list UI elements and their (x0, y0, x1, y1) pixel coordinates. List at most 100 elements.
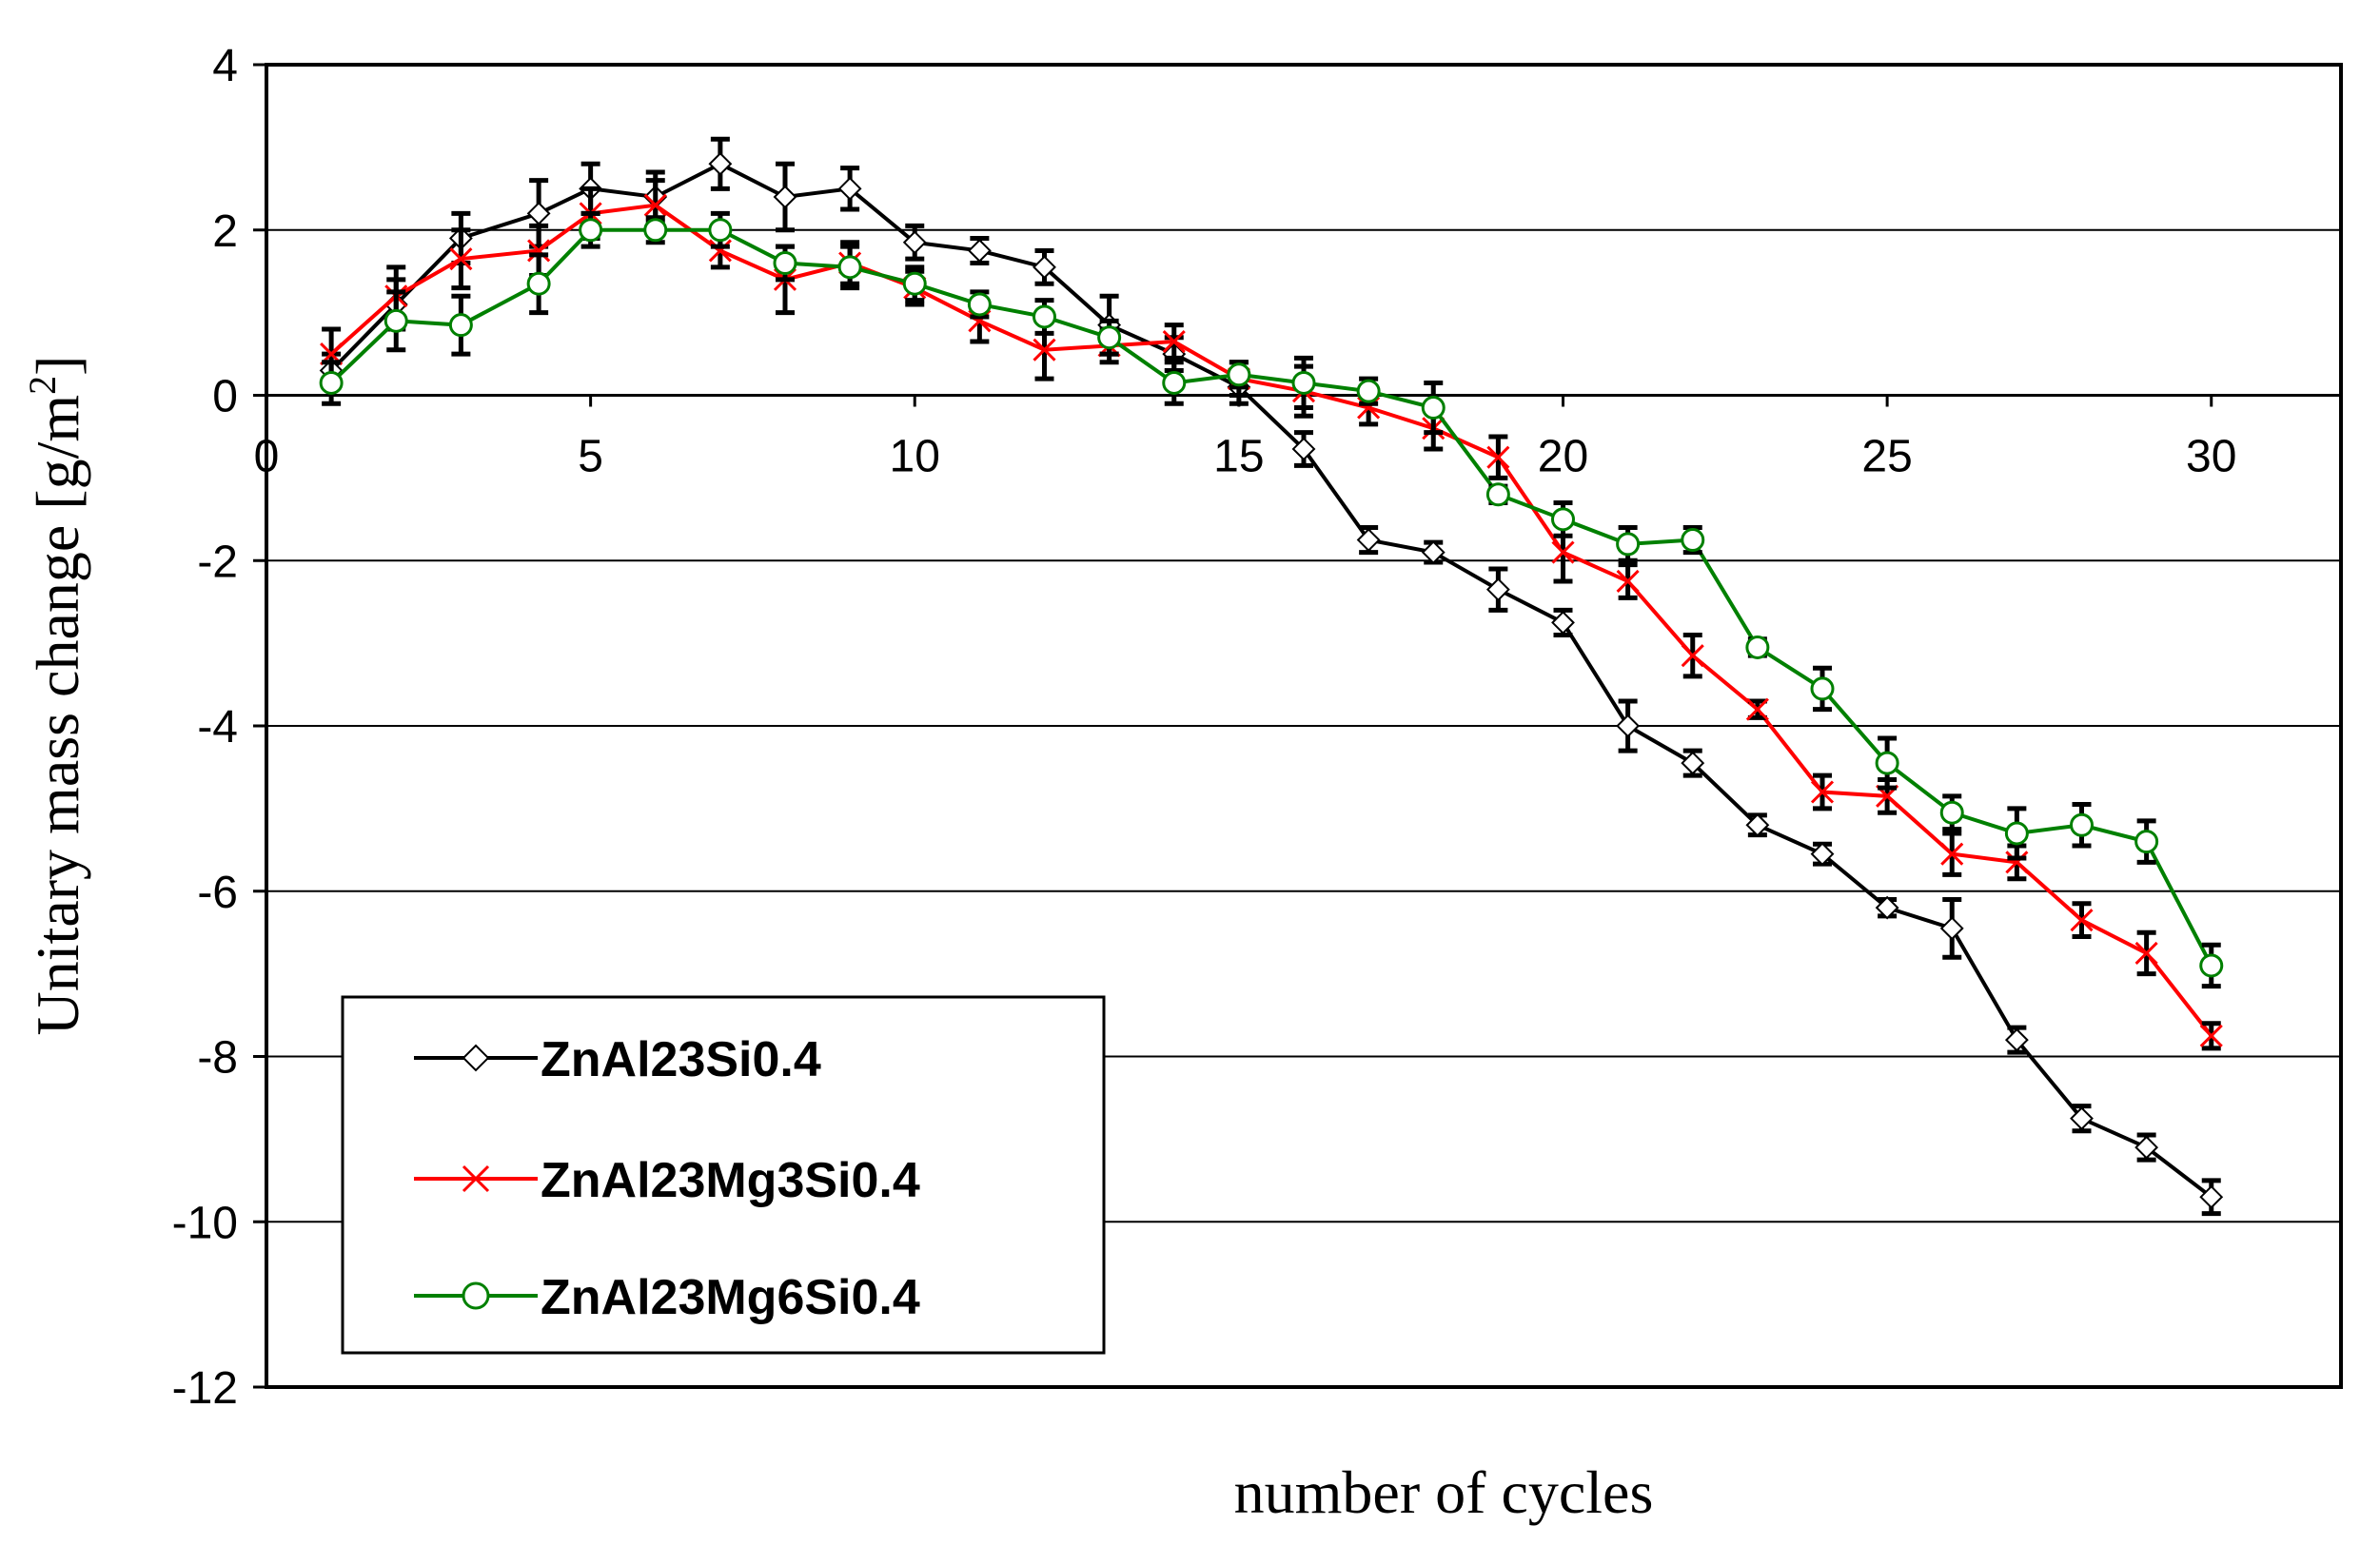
data-point (1616, 714, 1641, 738)
y-tick-label: -12 (172, 1363, 238, 1414)
data-point (1421, 396, 1446, 420)
x-tick-label: 15 (1213, 432, 1264, 482)
data-point (1745, 635, 1770, 659)
data-point (1033, 255, 1056, 280)
data-point (449, 247, 473, 271)
data-point (1681, 528, 1705, 553)
x-axis-title: number of cycles (1234, 1458, 1654, 1526)
data-point (2004, 821, 2029, 846)
data-point (837, 176, 862, 201)
legend-label: ZnAl23Si0.4 (541, 1032, 821, 1087)
data-point (1291, 437, 1316, 461)
data-point (2134, 941, 2158, 965)
data-point (773, 185, 797, 209)
legend-marker (462, 1281, 490, 1310)
x-tick-label: 25 (1861, 432, 1912, 482)
data-point (1940, 842, 1964, 866)
data-point (1485, 482, 1510, 507)
data-point (2199, 1184, 2224, 1209)
data-point (773, 251, 797, 275)
legend-item: ZnAl23Mg3Si0.4 (414, 1153, 920, 1208)
legend-marker (462, 1164, 490, 1193)
data-point (2005, 851, 2029, 874)
data-point (1745, 697, 1769, 721)
data-point (1616, 569, 1640, 594)
data-point (2070, 909, 2094, 932)
data-point (1810, 676, 1835, 701)
data-point (643, 193, 667, 217)
data-point (902, 230, 927, 255)
legend: ZnAl23Si0.4 ZnAl23Mg3Si0.4 ZnAl23Mg6Si0.4 (341, 995, 1106, 1355)
data-point (1033, 338, 1056, 362)
data-point (643, 218, 668, 243)
data-point (708, 151, 733, 176)
data-point (708, 218, 733, 243)
data-point (1356, 379, 1381, 403)
data-point (1421, 540, 1446, 564)
data-point (1681, 751, 1705, 775)
data-point (1745, 812, 1770, 837)
y-tick-label: -4 (197, 702, 238, 753)
data-point (1681, 644, 1704, 668)
y-tick-label: 2 (212, 206, 238, 257)
data-point (2070, 812, 2094, 837)
data-point (1485, 577, 1510, 602)
y-tick-label: -10 (172, 1198, 238, 1248)
data-point (2199, 1024, 2223, 1047)
data-point (1162, 329, 1186, 354)
data-point (2070, 1106, 2094, 1131)
series-layer (319, 136, 2224, 1217)
data-point (384, 308, 408, 333)
data-point (526, 271, 551, 296)
y-tick-label: 4 (212, 41, 238, 91)
data-point (1097, 325, 1122, 350)
data-point (837, 255, 862, 280)
data-point (967, 292, 992, 317)
series-ZnAl23Mg6Si0.4 (319, 210, 2224, 989)
x-tick-label: 20 (1538, 432, 1588, 482)
data-point (527, 239, 551, 263)
legend-item: ZnAl23Si0.4 (414, 1032, 821, 1087)
data-point (967, 239, 992, 263)
data-point (1551, 507, 1575, 532)
data-point (448, 313, 473, 338)
y-tick-label: -8 (197, 1033, 238, 1084)
data-point (1162, 370, 1187, 395)
data-point (1486, 445, 1510, 469)
data-point (708, 239, 732, 263)
data-point (1616, 532, 1641, 557)
x-tick-label: 30 (2186, 432, 2236, 482)
data-point (2134, 1135, 2159, 1160)
legend-marker (462, 1044, 490, 1072)
legend-item: ZnAl23Mg6Si0.4 (414, 1270, 920, 1325)
y-tick-label: -2 (197, 537, 238, 587)
data-point (1939, 800, 1964, 825)
data-point (2199, 953, 2224, 978)
data-point (1551, 540, 1575, 564)
legend-label: ZnAl23Mg6Si0.4 (541, 1270, 920, 1325)
data-point (1810, 842, 1835, 867)
data-point (1291, 370, 1316, 395)
data-point (579, 218, 603, 243)
y-tick-label: -6 (197, 868, 238, 918)
data-point (2004, 1027, 2029, 1052)
plot-area-frame (265, 63, 2343, 1389)
data-point (319, 370, 344, 395)
data-point (1939, 916, 1964, 941)
legend-label: ZnAl23Mg3Si0.4 (541, 1153, 920, 1208)
x-tick-label: 10 (890, 432, 940, 482)
data-point (2134, 830, 2159, 854)
data-point (902, 271, 927, 296)
y-axis-ticks: 4 2 0 -2 -4 -6 -8 -10 -12 (172, 41, 266, 1414)
y-tick-label: 0 (212, 372, 238, 422)
data-point (1356, 528, 1381, 552)
y-axis-title: Unitary mass change [g/m2] (21, 356, 91, 1036)
data-point (1227, 362, 1251, 387)
x-tick-label: 5 (578, 432, 603, 482)
data-point (1875, 751, 1899, 775)
data-point (1810, 780, 1835, 804)
data-point (1875, 895, 1899, 920)
data-point (1551, 610, 1575, 635)
data-point (1033, 304, 1056, 329)
